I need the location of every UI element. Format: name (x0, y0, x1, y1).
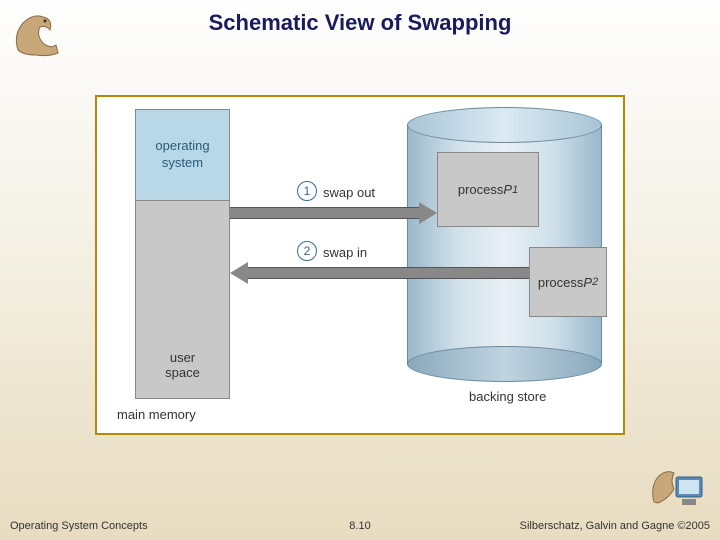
step-label-2: swap in (323, 245, 367, 260)
main-memory: operatingsystem userspace (135, 109, 230, 399)
swapping-diagram: operatingsystem userspace main memory ba… (97, 97, 623, 433)
arrow-1-shaft (230, 207, 419, 219)
arrow-2-head (230, 262, 248, 284)
process-block-2: process P2 (529, 247, 607, 317)
diagram-frame: operatingsystem userspace main memory ba… (95, 95, 625, 435)
user-space-block: userspace (135, 201, 230, 399)
step-badge-1: 1 (297, 181, 317, 201)
main-memory-caption: main memory (117, 407, 196, 422)
slide-title: Schematic View of Swapping (0, 10, 720, 36)
cylinder-top (407, 107, 602, 143)
user-space-label: userspace (165, 350, 200, 380)
process-block-1: process P1 (437, 152, 539, 227)
dino-logo-bottom (648, 457, 708, 512)
step-badge-2: 2 (297, 241, 317, 261)
cylinder-bottom (407, 346, 602, 382)
backing-store-cylinder (407, 107, 602, 382)
arrow-1-head (419, 202, 437, 224)
os-label: operatingsystem (155, 138, 209, 172)
os-block: operatingsystem (135, 109, 230, 201)
step-label-1: swap out (323, 185, 375, 200)
arrow-2-shaft (248, 267, 529, 279)
backing-store-caption: backing store (469, 389, 546, 404)
footer-right: Silberschatz, Galvin and Gagne ©2005 (520, 520, 710, 532)
